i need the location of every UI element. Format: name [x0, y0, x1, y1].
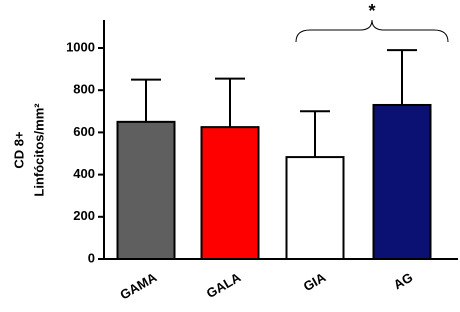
bar — [116, 120, 176, 260]
y-tick-label: 200 — [73, 208, 95, 223]
y-tick-label: 800 — [73, 82, 95, 97]
y-tick-label: 1000 — [66, 39, 95, 54]
y-tick-label: 0 — [88, 250, 95, 265]
x-tick-label: GIA — [301, 269, 329, 294]
bar — [200, 126, 260, 260]
bar — [372, 103, 432, 260]
brace — [295, 19, 449, 43]
x-tick-label: GALA — [204, 269, 244, 301]
y-axis-label: CD 8+ — [11, 131, 26, 169]
annotation: * — [368, 1, 375, 21]
x-tick-label: GAMA — [117, 269, 159, 302]
y-tick-label: 400 — [73, 166, 95, 181]
x-tick-label: AG — [391, 270, 415, 293]
y-axis-label: Linfócitos/mm² — [31, 103, 46, 197]
y-tick-label: 600 — [73, 124, 95, 139]
bar — [285, 156, 345, 261]
